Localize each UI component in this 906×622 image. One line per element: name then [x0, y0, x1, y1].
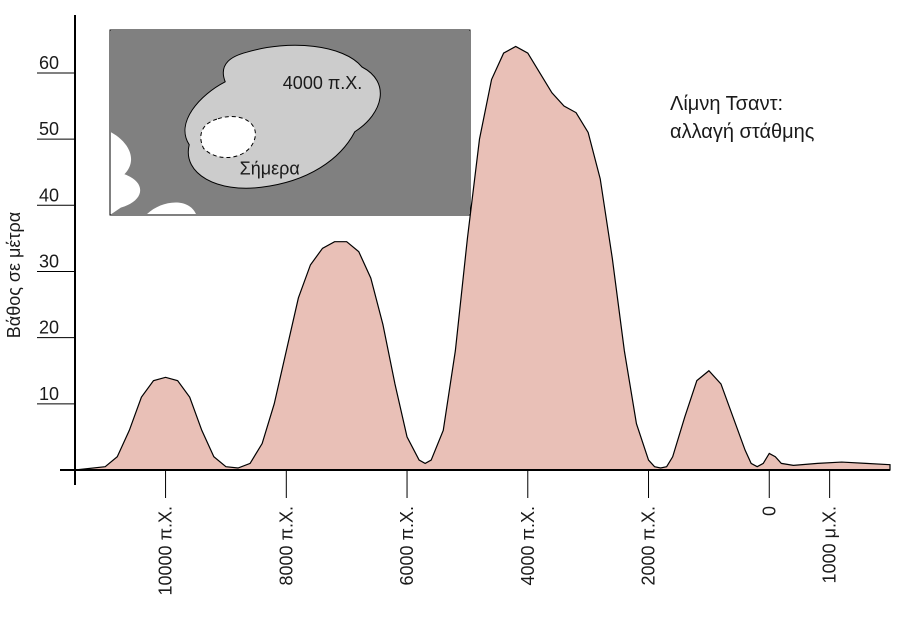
y-tick-label: 10 — [39, 384, 59, 404]
y-tick-label: 20 — [39, 318, 59, 338]
x-tick-label: 2000 π.Χ. — [639, 506, 659, 585]
chart-title-line: Λίμνη Τσαντ: — [670, 93, 783, 115]
x-tick-label: 0 — [759, 506, 779, 516]
x-tick-label: 10000 π.Χ. — [156, 506, 176, 595]
inset-map-content — [110, 30, 470, 215]
y-axis-label: Βάθος σε μέτρα — [4, 212, 24, 338]
inset-label-today: Σήμερα — [240, 158, 300, 178]
x-tick-label: 1000 μ.Χ. — [820, 506, 840, 583]
x-tick-label: 6000 π.Χ. — [397, 506, 417, 585]
inset-label-4000bc: 4000 π.Χ. — [283, 73, 362, 93]
x-tick-label: 4000 π.Χ. — [518, 506, 538, 585]
inset-map: 4000 π.Χ. Σήμερα — [110, 30, 470, 215]
y-tick-label: 50 — [39, 119, 59, 139]
y-tick-label: 30 — [39, 251, 59, 271]
chart-title-line: αλλαγή στάθμης — [670, 121, 815, 143]
chart-container: 10 20 30 40 50 60 Βάθος σε μέτρα 10000 π.Χ. 8000… — [0, 0, 906, 617]
y-tick-label: 60 — [39, 53, 59, 73]
y-tick-label: 40 — [39, 185, 59, 205]
x-tick-label: 8000 π.Χ. — [276, 506, 296, 585]
chart-svg: 10 20 30 40 50 60 Βάθος σε μέτρα 10000 π.Χ. 8000… — [0, 0, 906, 617]
